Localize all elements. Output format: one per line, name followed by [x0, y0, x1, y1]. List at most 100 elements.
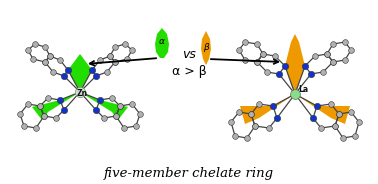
Point — [129, 49, 135, 52]
Point — [248, 113, 254, 116]
Point — [124, 58, 130, 61]
Point — [330, 61, 336, 63]
Point — [17, 113, 23, 116]
Point — [137, 113, 143, 116]
Point — [42, 61, 48, 63]
Point — [332, 125, 338, 128]
Text: vs: vs — [182, 47, 196, 61]
Point — [252, 125, 258, 128]
Point — [302, 65, 308, 68]
Point — [113, 114, 119, 117]
Point — [65, 68, 71, 71]
Point — [310, 116, 316, 119]
Polygon shape — [80, 92, 128, 120]
Point — [340, 137, 346, 139]
Point — [42, 61, 48, 63]
Point — [45, 97, 51, 100]
Point — [32, 43, 38, 45]
Point — [57, 98, 63, 101]
Point — [109, 97, 115, 100]
Polygon shape — [201, 31, 211, 65]
Point — [129, 102, 135, 105]
Point — [77, 91, 83, 93]
Point — [270, 105, 276, 107]
Point — [320, 70, 326, 73]
Point — [356, 121, 362, 123]
Polygon shape — [68, 54, 92, 92]
Point — [254, 61, 260, 63]
Point — [336, 113, 342, 116]
Point — [107, 54, 113, 57]
Point — [113, 114, 119, 117]
Point — [57, 59, 63, 61]
Point — [236, 111, 242, 114]
Point — [25, 49, 31, 52]
Point — [276, 72, 282, 75]
Point — [314, 105, 320, 107]
Point — [122, 43, 128, 45]
Point — [260, 52, 266, 55]
Point — [41, 114, 47, 117]
Point — [254, 61, 260, 63]
Point — [61, 75, 67, 77]
Point — [318, 127, 324, 130]
Point — [330, 43, 336, 45]
Point — [236, 49, 242, 52]
Point — [254, 43, 260, 45]
Point — [47, 54, 53, 57]
Point — [93, 75, 99, 77]
Point — [312, 54, 318, 57]
Polygon shape — [295, 94, 350, 124]
Point — [117, 105, 123, 107]
Point — [308, 72, 314, 75]
Point — [232, 135, 238, 137]
Point — [266, 127, 272, 130]
Polygon shape — [32, 92, 80, 120]
Point — [107, 54, 113, 57]
Point — [112, 61, 118, 63]
Point — [260, 52, 266, 55]
Point — [53, 116, 59, 119]
Point — [47, 54, 53, 57]
Point — [101, 116, 107, 119]
Point — [274, 116, 280, 119]
Point — [42, 45, 48, 48]
Point — [332, 125, 338, 128]
Polygon shape — [240, 94, 295, 124]
Point — [30, 58, 36, 61]
Point — [252, 125, 258, 128]
Point — [89, 68, 95, 71]
Point — [242, 59, 248, 61]
Point — [242, 40, 248, 43]
Point — [248, 113, 254, 116]
Point — [37, 105, 43, 107]
Point — [112, 61, 118, 63]
Text: La: La — [298, 84, 308, 93]
Point — [336, 113, 342, 116]
Point — [244, 137, 250, 139]
Point — [330, 61, 336, 63]
Point — [282, 65, 288, 68]
Polygon shape — [155, 28, 169, 58]
Point — [61, 109, 67, 112]
Point — [342, 40, 348, 43]
Point — [272, 54, 278, 57]
Point — [133, 125, 139, 128]
Point — [97, 59, 103, 61]
Point — [328, 102, 334, 105]
Text: α > β: α > β — [172, 66, 206, 79]
Point — [324, 52, 330, 55]
Text: five-member chelate ring: five-member chelate ring — [104, 167, 274, 181]
Point — [324, 52, 330, 55]
Point — [228, 121, 234, 123]
Point — [292, 93, 298, 95]
Text: α: α — [159, 38, 165, 47]
Point — [50, 70, 56, 73]
Text: Zn: Zn — [76, 89, 88, 98]
Point — [342, 59, 348, 61]
Point — [117, 105, 123, 107]
Point — [121, 127, 127, 130]
Point — [348, 49, 354, 52]
Point — [104, 70, 110, 73]
Polygon shape — [285, 34, 305, 94]
